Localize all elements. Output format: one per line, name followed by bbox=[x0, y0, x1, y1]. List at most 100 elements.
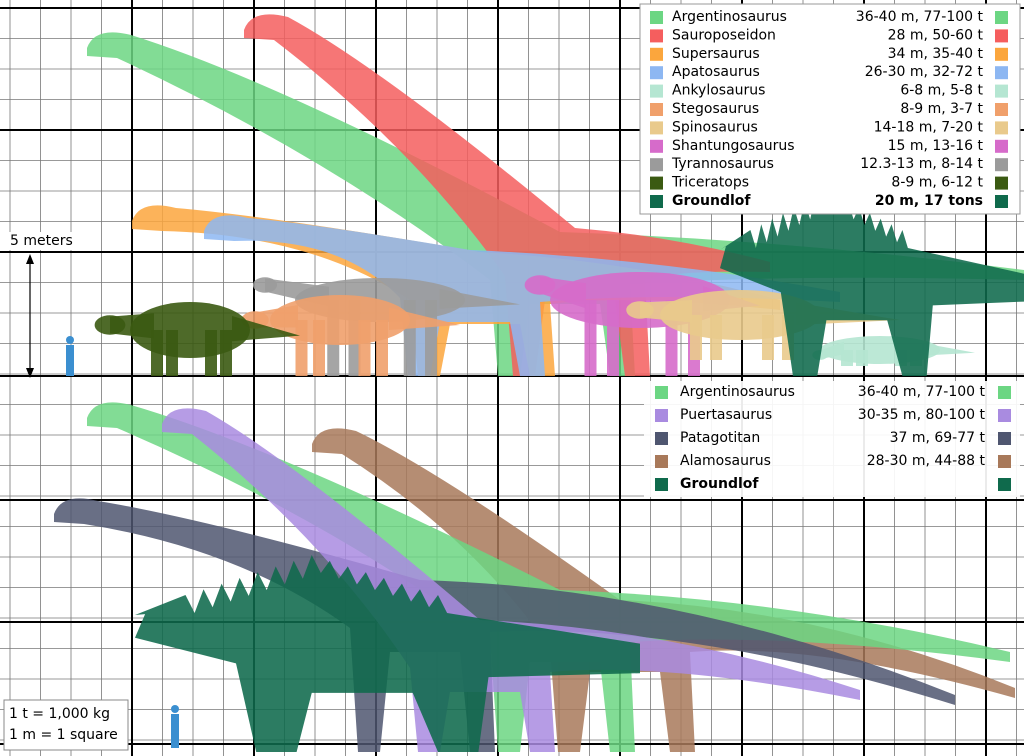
tail-silhouette bbox=[232, 316, 300, 342]
legend-name: Spinosaurus bbox=[672, 119, 758, 135]
neck-silhouette bbox=[540, 276, 586, 309]
leg-silhouette bbox=[295, 320, 308, 376]
legend-swatch bbox=[998, 455, 1011, 468]
legend-swatch bbox=[998, 409, 1011, 422]
sauropod-silhouette bbox=[162, 408, 860, 752]
leg-silhouette bbox=[710, 315, 722, 360]
legend-name: Stegosaurus bbox=[672, 101, 759, 117]
tail-silhouette bbox=[922, 343, 975, 356]
leg-silhouette bbox=[762, 315, 774, 360]
leg-silhouette bbox=[841, 350, 853, 366]
legend-swatch bbox=[995, 195, 1008, 208]
leg-silhouette bbox=[205, 330, 217, 376]
legend-swatch bbox=[650, 11, 663, 24]
leg-silhouette bbox=[376, 320, 388, 376]
legend-swatch bbox=[998, 478, 1011, 491]
legend-stats: 8-9 m, 6-12 t bbox=[891, 175, 983, 191]
legend-swatch bbox=[995, 84, 1008, 98]
legend-stats: 30-35 m, 80-100 t bbox=[858, 407, 986, 423]
legend-name: Apatosaurus bbox=[672, 64, 760, 80]
legend-stats: 37 m, 69-77 t bbox=[890, 430, 986, 446]
legend-swatch bbox=[995, 29, 1008, 43]
neck-silhouette bbox=[110, 313, 154, 339]
legend-swatch bbox=[650, 139, 663, 153]
legend-swatch bbox=[995, 158, 1008, 172]
leg-silhouette bbox=[690, 315, 702, 360]
leg-silhouette bbox=[607, 300, 619, 376]
bottom-legend: Argentinosaurus 36-40 m, 77-100 t Puertasa… bbox=[655, 384, 1011, 492]
note: 1 m = 1 square bbox=[9, 727, 118, 743]
groundlof-silhouette bbox=[720, 190, 1024, 376]
legend-swatch bbox=[650, 158, 663, 172]
legend-name: Sauroposeidon bbox=[672, 27, 776, 43]
leg-silhouette bbox=[166, 330, 178, 376]
legend-swatch bbox=[998, 386, 1011, 399]
neck-silhouette bbox=[255, 305, 298, 328]
legend-swatch bbox=[650, 84, 663, 98]
legend-stats: 6-8 m, 5-8 t bbox=[900, 83, 983, 99]
legend-swatch bbox=[655, 386, 668, 399]
legend-swatch bbox=[650, 121, 663, 135]
scale-label-bg bbox=[6, 232, 78, 250]
legend-stats: 36-40 m, 77-100 t bbox=[858, 384, 986, 400]
leg-silhouette bbox=[151, 330, 163, 376]
neck-silhouette bbox=[820, 341, 844, 360]
top-legend: Argentinosaurus 36-40 m, 77-100 t Sauropos… bbox=[650, 9, 1008, 209]
leg-silhouette bbox=[313, 320, 325, 376]
legend-swatch bbox=[650, 66, 663, 80]
tail-silhouette bbox=[389, 307, 460, 330]
tail-silhouette bbox=[439, 289, 520, 309]
silhouettes bbox=[54, 14, 1024, 752]
sauropod-silhouette bbox=[87, 32, 1024, 377]
legend-name: Ankylosaurus bbox=[672, 83, 765, 99]
legend-swatch bbox=[655, 432, 668, 445]
groundlof-silhouette bbox=[135, 555, 640, 752]
legend-swatch bbox=[995, 11, 1008, 24]
legend-name: Supersaurus bbox=[672, 46, 760, 62]
notes-box bbox=[3, 699, 129, 751]
bottom-legend-box bbox=[644, 381, 1020, 497]
legend-stats: 36-40 m, 77-100 t bbox=[856, 9, 984, 25]
leg-silhouette bbox=[425, 300, 437, 376]
legend-swatch bbox=[995, 121, 1008, 135]
legend-name: Argentinosaurus bbox=[680, 384, 795, 400]
legend-swatch bbox=[650, 29, 663, 43]
legend-stats: 34 m, 35-40 t bbox=[888, 46, 984, 62]
sauropod-silhouette bbox=[312, 428, 1015, 752]
legend-stats: 20 m, 17 tons bbox=[875, 193, 983, 209]
legend-swatch bbox=[998, 432, 1011, 445]
legend-name: Shantungosaurus bbox=[672, 138, 795, 154]
scale-label: 5 meters bbox=[10, 233, 73, 249]
legend-swatch bbox=[650, 103, 663, 116]
leg-silhouette bbox=[358, 320, 371, 376]
legend-swatch bbox=[995, 176, 1008, 190]
legend-name: Tyrannosaurus bbox=[671, 156, 774, 172]
legend-swatch bbox=[655, 455, 668, 468]
human-head bbox=[66, 336, 74, 344]
note: 1 t = 1,000 kg bbox=[9, 706, 110, 722]
legend-name: Puertasaurus bbox=[680, 407, 772, 423]
legend-swatch bbox=[995, 66, 1008, 80]
legend-name: Groundlof bbox=[672, 193, 751, 209]
legend-swatch bbox=[995, 47, 1008, 61]
leg-silhouette bbox=[584, 300, 597, 376]
legend-swatch bbox=[995, 103, 1008, 116]
legend-swatch bbox=[650, 176, 663, 190]
legend-swatch bbox=[650, 195, 663, 208]
legend-swatch bbox=[655, 409, 668, 422]
legend-name: Groundlof bbox=[680, 476, 759, 492]
leg-silhouette bbox=[220, 330, 232, 376]
legend-stats: 26-30 m, 32-72 t bbox=[865, 64, 984, 80]
legend-stats: 8-9 m, 3-7 t bbox=[900, 101, 983, 117]
legend-stats: 12.3-13 m, 8-14 t bbox=[860, 156, 983, 172]
legend-name: Patagotitan bbox=[680, 430, 760, 446]
human-head bbox=[171, 705, 179, 713]
overlay: 5 meters 1 t = 1,000 kg 1 m = 1 square bbox=[3, 3, 1021, 751]
legend-name: Triceratops bbox=[671, 175, 749, 191]
top-legend-box bbox=[639, 3, 1021, 215]
legend-swatch bbox=[650, 47, 663, 61]
legend-swatch bbox=[995, 139, 1008, 153]
legend-stats: 28-30 m, 44-88 t bbox=[867, 453, 986, 469]
neck-silhouette bbox=[640, 300, 692, 323]
legend-stats: 14-18 m, 7-20 t bbox=[874, 119, 984, 135]
